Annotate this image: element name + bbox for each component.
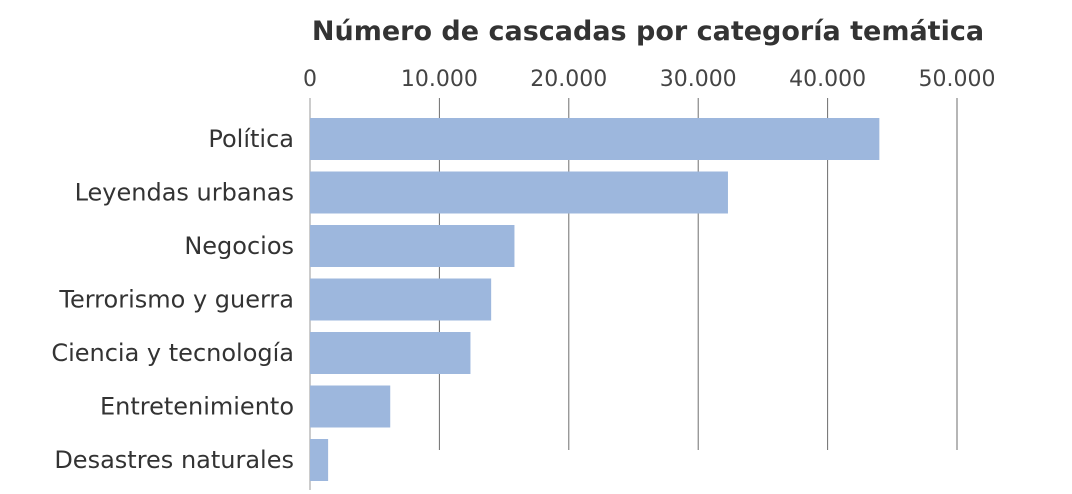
chart-title: Número de cascadas por categoría temátic… (312, 16, 984, 47)
bar (310, 278, 492, 321)
x-tick-label: 20.000 (530, 67, 607, 92)
bar (310, 385, 391, 428)
x-tick-label: 40.000 (789, 67, 866, 92)
bar (310, 439, 329, 481)
x-tick-label: 50.000 (919, 67, 996, 92)
bar (310, 225, 515, 267)
category-label: Ciencia y tecnología (51, 339, 294, 367)
category-label: Entretenimiento (100, 393, 294, 421)
category-labels: Política Leyendas urbanas Negocios Terroris… (51, 125, 294, 474)
category-label: Política (208, 125, 294, 153)
category-label: Desastres naturales (54, 446, 294, 474)
category-label: Leyendas urbanas (75, 179, 294, 207)
x-axis-ticks: 0 10.000 20.000 30.000 40.000 50.000 (303, 67, 995, 92)
x-tick-label: 10.000 (401, 67, 478, 92)
category-label: Negocios (184, 232, 294, 260)
x-tick-label: 0 (303, 67, 317, 92)
bar (310, 332, 471, 374)
bars (310, 118, 880, 481)
x-tick-label: 30.000 (660, 67, 737, 92)
category-label: Terrorismo y guerra (58, 286, 294, 314)
bar (310, 171, 728, 214)
bar (310, 118, 880, 160)
